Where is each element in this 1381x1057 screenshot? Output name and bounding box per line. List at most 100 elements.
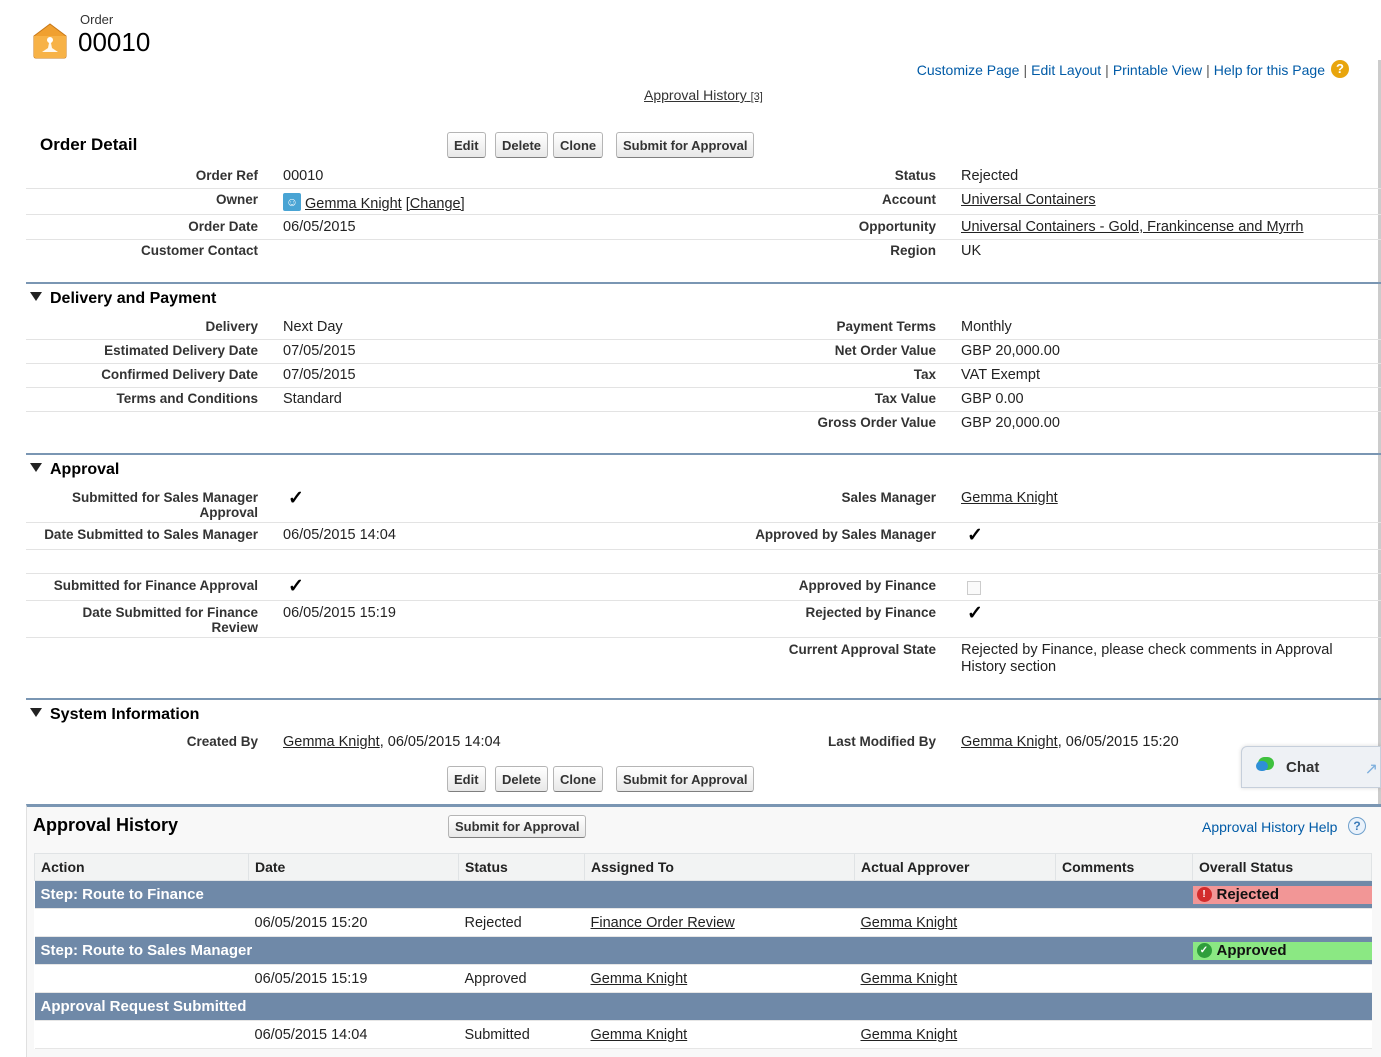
expand-arrow-icon[interactable]: ↗ xyxy=(1364,761,1378,778)
tax-label: Tax xyxy=(913,367,936,382)
submitted-finance-label: Submitted for Finance Approval xyxy=(53,578,258,593)
table-row: 06/05/2015 15:19 Approved Gemma Knight G… xyxy=(34,964,1372,993)
net-order-value-label: Net Order Value xyxy=(834,343,936,358)
approval-history-submit-button[interactable]: Submit for Approval xyxy=(448,815,587,838)
step-row: Step: Route to Finance ! Rejected xyxy=(34,880,1372,909)
modified-by-user-link[interactable]: Gemma Knight xyxy=(961,734,1058,750)
status-cell: Approved xyxy=(458,964,585,993)
collapse-triangle-icon[interactable] xyxy=(30,463,42,473)
last-modified-value: Gemma Knight, 06/05/2015 15:20 xyxy=(961,734,1179,750)
chat-widget[interactable]: Chat ↗ xyxy=(1241,746,1381,788)
sales-manager-label: Sales Manager xyxy=(841,490,936,505)
account-link[interactable]: Universal Containers xyxy=(961,192,1096,208)
step-name: Step: Route to Sales Manager xyxy=(34,936,1193,965)
current-approval-state-label: Current Approval State xyxy=(788,642,936,657)
gross-order-value-label: Gross Order Value xyxy=(817,415,936,430)
payment-terms-value: Monthly xyxy=(961,319,1012,335)
date-cell: 06/05/2015 15:20 xyxy=(248,908,459,937)
column-header: Assigned To xyxy=(584,853,855,881)
created-by-label: Created By xyxy=(186,734,258,749)
system-info-section-header[interactable]: System Information xyxy=(30,706,199,724)
owner-label: Owner xyxy=(215,192,258,207)
date-submitted-finance-value: 06/05/2015 15:19 xyxy=(283,605,396,621)
terms-label: Terms and Conditions xyxy=(116,391,258,406)
overall-status-badge: ! Rejected xyxy=(1192,885,1372,904)
date-cell: 06/05/2015 15:19 xyxy=(248,964,459,993)
last-modified-label: Last Modified By xyxy=(827,734,936,749)
help-icon[interactable]: ? xyxy=(1348,817,1366,835)
order-ref-value: 00010 xyxy=(283,168,324,184)
date-submitted-finance-label: Date Submitted for Finance Review xyxy=(82,605,258,635)
change-owner-link[interactable]: [Change] xyxy=(405,195,465,212)
help-icon[interactable]: ? xyxy=(1331,60,1349,79)
delete-button[interactable]: Delete xyxy=(495,132,549,158)
approved-finance-checkbox xyxy=(967,581,981,595)
chat-label: Chat xyxy=(1286,759,1320,776)
actual-approver-link[interactable]: Gemma Knight xyxy=(860,970,958,987)
column-header: Comments xyxy=(1055,853,1193,881)
submitted-sales-manager-checkbox: ✓ xyxy=(288,488,304,509)
clone-button-bottom[interactable]: Clone xyxy=(553,766,604,792)
current-approval-state-value: Rejected by Finance, please check commen… xyxy=(961,642,1333,675)
scrollbar[interactable] xyxy=(1378,60,1381,880)
approved-finance-label: Approved by Finance xyxy=(798,578,936,593)
delivery-value: Next Day xyxy=(283,319,343,335)
help-page-link[interactable]: Help for this Page xyxy=(1213,62,1325,78)
table-row: 06/05/2015 14:04 Submitted Gemma Knight … xyxy=(34,1020,1372,1049)
status-label: Status xyxy=(894,168,936,183)
net-order-value: GBP 20,000.00 xyxy=(961,343,1060,359)
region-label: Region xyxy=(890,243,936,258)
edit-button-bottom[interactable]: Edit xyxy=(447,766,486,792)
order-icon xyxy=(33,23,67,59)
edit-layout-link[interactable]: Edit Layout xyxy=(1031,62,1102,78)
sales-manager-link[interactable]: Gemma Knight xyxy=(961,490,1058,506)
actual-approver-link[interactable]: Gemma Knight xyxy=(860,1026,958,1043)
confirmed-delivery-value: 07/05/2015 xyxy=(283,367,356,383)
approved-sales-manager-checkbox: ✓ xyxy=(967,525,983,546)
status-cell: Rejected xyxy=(458,908,585,937)
collapse-triangle-icon[interactable] xyxy=(30,708,42,718)
delete-button-bottom[interactable]: Delete xyxy=(495,766,549,792)
approved-sales-manager-label: Approved by Sales Manager xyxy=(755,527,936,542)
printable-view-link[interactable]: Printable View xyxy=(1112,62,1203,78)
customer-contact-label: Customer Contact xyxy=(140,243,258,258)
step-row: Step: Route to Sales Manager ✓ Approved xyxy=(34,936,1372,965)
approved-icon: ✓ xyxy=(1196,942,1212,958)
collapse-triangle-icon[interactable] xyxy=(30,292,42,302)
submit-for-approval-button-bottom[interactable]: Submit for Approval xyxy=(616,766,755,792)
assigned-to-link[interactable]: Finance Order Review xyxy=(590,914,735,931)
date-cell: 06/05/2015 14:04 xyxy=(248,1020,459,1049)
approval-history-help-link[interactable]: Approval History Help xyxy=(1202,819,1338,835)
object-type-label: Order xyxy=(80,12,114,27)
approval-history-table: Action Date Status Assigned To Actual Ap… xyxy=(34,853,1372,1049)
top-links: Customize Page | Edit Layout | Printable Vie… xyxy=(916,60,1349,80)
status-value: Rejected xyxy=(961,168,1019,184)
submitted-sales-manager-label: Submitted for Sales Manager Approval xyxy=(71,490,258,520)
rejected-finance-label: Rejected by Finance xyxy=(805,605,936,620)
approval-history-related-link[interactable]: Approval History [3] xyxy=(644,87,763,103)
owner-link[interactable]: Gemma Knight xyxy=(305,195,402,212)
approval-section-header[interactable]: Approval xyxy=(30,461,119,479)
date-submitted-sales-manager-value: 06/05/2015 14:04 xyxy=(283,527,396,543)
order-date-value: 06/05/2015 xyxy=(283,219,356,235)
customize-page-link[interactable]: Customize Page xyxy=(916,62,1020,78)
assigned-to-link[interactable]: Gemma Knight xyxy=(590,970,688,987)
step-name: Step: Route to Finance xyxy=(34,880,1193,909)
tax-value: VAT Exempt xyxy=(961,367,1040,383)
edit-button[interactable]: Edit xyxy=(447,132,486,158)
user-avatar-icon: ☺ xyxy=(283,193,301,211)
submit-for-approval-button[interactable]: Submit for Approval xyxy=(616,132,755,158)
created-by-value: Gemma Knight, 06/05/2015 14:04 xyxy=(283,734,501,750)
clone-button[interactable]: Clone xyxy=(553,132,604,158)
opportunity-link[interactable]: Universal Containers - Gold, Frankincens… xyxy=(961,219,1304,235)
assigned-to-link[interactable]: Gemma Knight xyxy=(590,1026,688,1043)
created-by-user-link[interactable]: Gemma Knight xyxy=(283,734,380,750)
delivery-section-header[interactable]: Delivery and Payment xyxy=(30,290,216,308)
record-title: 00010 xyxy=(78,27,151,57)
rejected-icon: ! xyxy=(1196,886,1212,902)
payment-terms-label: Payment Terms xyxy=(836,319,936,334)
actual-approver-link[interactable]: Gemma Knight xyxy=(860,914,958,931)
date-submitted-sales-manager-label: Date Submitted to Sales Manager xyxy=(44,527,258,542)
estimated-delivery-value: 07/05/2015 xyxy=(283,343,356,359)
confirmed-delivery-label: Confirmed Delivery Date xyxy=(101,367,258,382)
